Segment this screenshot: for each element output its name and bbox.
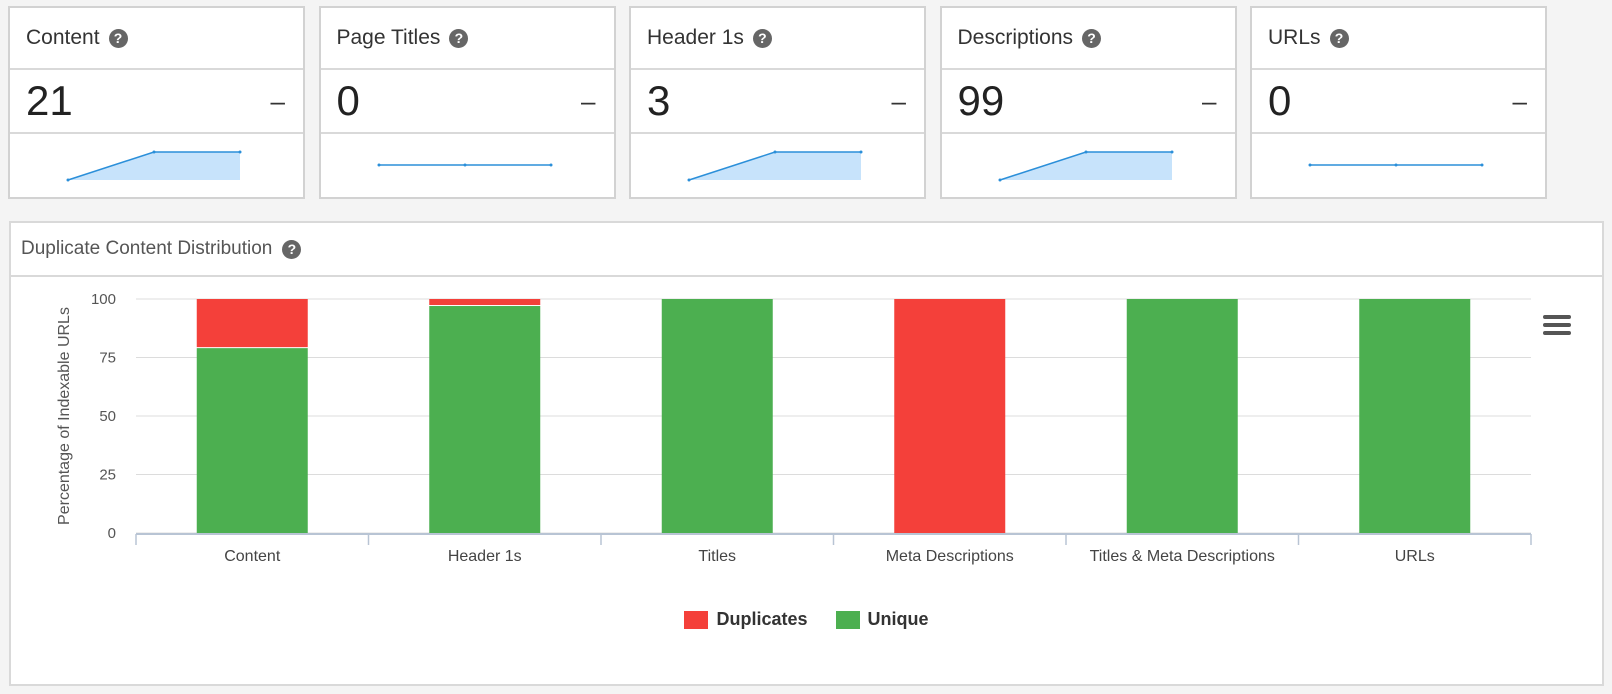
sparkline-chart: [66, 150, 242, 182]
legend-label-duplicates: Duplicates: [716, 609, 808, 629]
bar-unique: [1359, 299, 1471, 533]
sparkline-point: [152, 150, 156, 154]
sparkline-point: [1170, 150, 1173, 154]
card-sparkline: [631, 134, 924, 197]
card-sparkline: [942, 134, 1235, 197]
sparkline-area: [689, 152, 861, 180]
card-header: Header 1s ?: [631, 8, 924, 70]
x-tick-label: Titles: [698, 548, 736, 565]
legend-item-unique[interactable]: Unique: [835, 609, 929, 630]
summary-card: Header 1s ? 3 –: [629, 6, 926, 199]
bar-duplicates: [196, 299, 308, 348]
sparkline-area: [999, 152, 1172, 180]
bar-unique: [429, 306, 541, 533]
question-circle-icon[interactable]: ?: [449, 28, 469, 48]
x-tick-label: Titles & Meta Descriptions: [1090, 548, 1275, 565]
chart-menu-icon[interactable]: [1543, 315, 1571, 339]
y-axis-label: Percentage of Indexable URLs: [56, 307, 73, 525]
summary-card: URLs ? 0 –: [1250, 6, 1547, 199]
card-value-row: 0 –: [320, 70, 614, 134]
y-tick-label: 25: [99, 467, 116, 484]
sparkline-point: [238, 150, 242, 154]
summary-card: Page Titles ? 0 –: [318, 6, 616, 199]
y-tick-label: 100: [91, 291, 116, 308]
card-title: URLs: [1268, 26, 1321, 49]
card-value-row: 21 –: [10, 70, 303, 134]
question-circle-icon[interactable]: ?: [282, 239, 302, 259]
sparkline-point: [1308, 163, 1312, 167]
card-sparkline: [1252, 134, 1545, 197]
chart-legend: Duplicates Unique: [11, 609, 1602, 630]
sparkline-chart: [998, 150, 1173, 182]
sparkline-point: [66, 178, 70, 182]
card-sparkline: [10, 134, 303, 197]
card-trend: –: [581, 85, 596, 116]
card-value-row: 0 –: [1252, 70, 1545, 134]
panel-header: Duplicate Content Distribution ?: [11, 223, 1602, 277]
card-header: URLs ?: [1252, 8, 1545, 70]
y-tick-label: 50: [99, 408, 116, 425]
y-tick-label: 75: [99, 350, 116, 367]
sparkline-chart: [687, 150, 863, 182]
chart-area: 0 25 50 75 100 Percentage of Indexable URLs Co…: [11, 279, 1602, 684]
summary-cards: Content ? 21 – Page Titles ? 0 – Header …: [8, 6, 1604, 199]
question-circle-icon[interactable]: ?: [1329, 28, 1349, 48]
card-header: Page Titles ?: [320, 8, 614, 70]
card-header: Content ?: [10, 8, 303, 70]
sparkline-point: [687, 178, 691, 182]
x-tick-label: URLs: [1395, 548, 1435, 565]
duplicate-content-panel: Duplicate Content Distribution ? 0 25 50 75…: [9, 221, 1604, 686]
sparkline-point: [773, 150, 777, 154]
card-value-row: 3 –: [631, 70, 924, 134]
card-trend: –: [891, 85, 906, 116]
card-title: Descriptions: [957, 26, 1074, 49]
sparkline-point: [463, 163, 466, 167]
question-circle-icon[interactable]: ?: [752, 28, 772, 48]
summary-card: Descriptions ? 99 –: [939, 6, 1237, 199]
card-value: 0: [336, 77, 360, 124]
x-tick-label: Meta Descriptions: [886, 548, 1014, 565]
sparkline-point: [549, 163, 552, 167]
bar-unique: [661, 299, 773, 533]
card-title: Content: [26, 26, 100, 49]
question-circle-icon[interactable]: ?: [108, 28, 128, 48]
question-circle-icon[interactable]: ?: [1082, 28, 1102, 48]
sparkline-chart: [377, 163, 552, 167]
x-tick-label: Content: [224, 548, 281, 565]
card-value: 21: [26, 77, 73, 124]
sparkline-chart: [1308, 163, 1484, 167]
sparkline-point: [1394, 163, 1398, 167]
sparkline-point: [1480, 163, 1484, 167]
card-sparkline: [321, 134, 614, 197]
bar-unique: [196, 348, 308, 533]
card-trend: –: [1512, 85, 1527, 116]
sparkline-point: [377, 163, 380, 167]
card-title: Page Titles: [336, 26, 441, 49]
card-trend: –: [1202, 85, 1217, 116]
legend-swatch-unique: [835, 610, 860, 629]
card-title: Header 1s: [647, 26, 744, 49]
stacked-bar-chart: 0 25 50 75 100 Percentage of Indexable URLs Co…: [56, 291, 1532, 565]
card-value-row: 99 –: [941, 70, 1235, 134]
bar-duplicates: [429, 299, 541, 306]
card-value: 3: [647, 77, 671, 124]
sparkline-point: [859, 150, 863, 154]
sparkline-point: [1084, 150, 1087, 154]
bar-duplicates: [894, 299, 1006, 533]
legend-label-unique: Unique: [867, 609, 929, 629]
card-value: 0: [1268, 77, 1292, 124]
sparkline-area: [68, 152, 240, 180]
bar-unique: [1126, 299, 1238, 533]
summary-card: Content ? 21 –: [8, 6, 305, 199]
legend-item-duplicates[interactable]: Duplicates: [684, 609, 808, 630]
legend-swatch-duplicates: [684, 610, 709, 629]
card-value: 99: [957, 77, 1005, 124]
panel-title: Duplicate Content Distribution: [21, 238, 273, 259]
card-trend: –: [270, 85, 285, 116]
sparkline-point: [998, 178, 1001, 182]
y-tick-label: 0: [108, 525, 116, 542]
card-header: Descriptions ?: [941, 8, 1235, 70]
x-tick-label: Header 1s: [448, 548, 522, 565]
